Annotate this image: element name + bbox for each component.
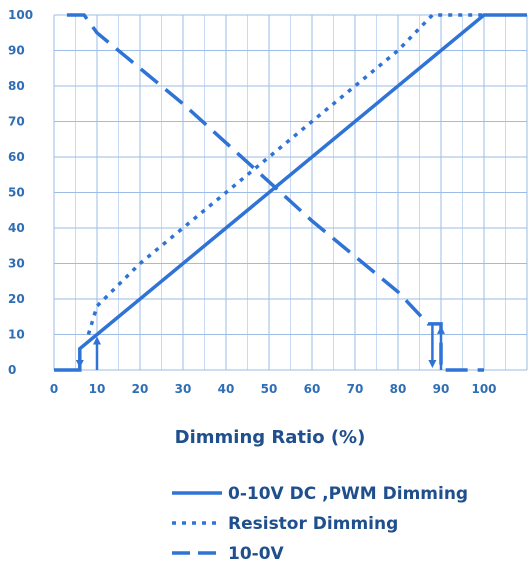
y-tick-label: 40 <box>8 221 25 235</box>
y-tick-label: 90 <box>8 44 25 58</box>
series-line-dotted <box>86 13 484 336</box>
x-tick-label: 20 <box>132 382 149 396</box>
legend-label: 0-10V DC ,PWM Dimming <box>228 484 468 504</box>
y-tick-label: 60 <box>8 150 25 164</box>
y-tick-label: 70 <box>8 115 25 129</box>
y-tick-label: 0 <box>8 363 16 377</box>
y-tick-label: 50 <box>8 186 25 200</box>
y-tick-label: 80 <box>8 79 25 93</box>
x-tick-label: 10 <box>89 382 106 396</box>
x-tick-label: 70 <box>347 382 364 396</box>
x-tick-label: 60 <box>304 382 321 396</box>
legend: 0-10V DC ,PWM Dimming Resistor Dimming 10-… <box>172 484 468 564</box>
series-line-solid <box>54 13 527 372</box>
arrow-annotations <box>75 323 445 370</box>
x-tick-label: 0 <box>50 382 58 396</box>
x-tick-label: 90 <box>433 382 450 396</box>
x-tick-label: 30 <box>175 382 192 396</box>
x-tick-label: 50 <box>261 382 278 396</box>
x-axis-title: Dimming Ratio (%) <box>175 427 366 448</box>
x-tick-label: 80 <box>390 382 407 396</box>
y-tick-label: 100 <box>8 8 33 22</box>
y-tick-label: 10 <box>8 328 25 342</box>
series-line-dashed <box>66 13 484 372</box>
series-lines <box>54 13 527 372</box>
x-axis-ticks: 0 10 20 30 40 50 60 70 80 90 100 <box>50 382 497 396</box>
legend-label: 10-0V <box>228 544 285 564</box>
x-tick-label: 40 <box>218 382 235 396</box>
grid <box>53 14 528 371</box>
y-tick-label: 20 <box>8 292 25 306</box>
y-tick-label: 30 <box>8 257 25 271</box>
y-axis-ticks: 0 10 20 30 40 50 60 70 80 90 100 <box>8 8 33 377</box>
legend-label: Resistor Dimming <box>228 514 398 534</box>
x-tick-label: 100 <box>471 382 496 396</box>
